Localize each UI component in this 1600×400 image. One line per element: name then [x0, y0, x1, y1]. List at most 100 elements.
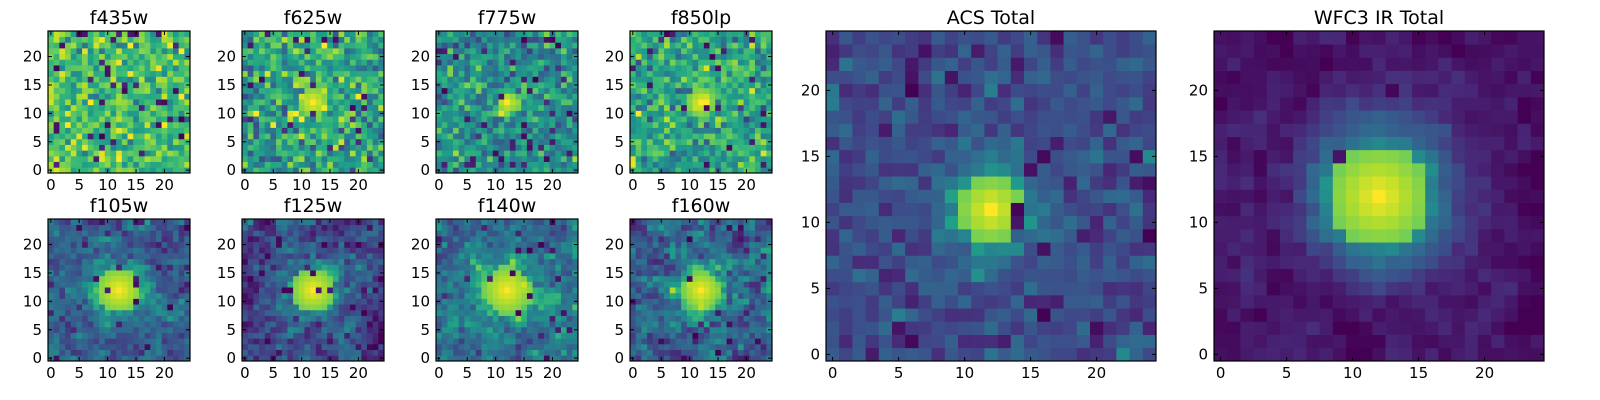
heatmap-cell — [521, 42, 528, 49]
heatmap-cell — [720, 287, 727, 294]
heatmap-cell — [332, 36, 339, 43]
heatmap-cell — [172, 292, 179, 299]
heatmap-cell — [87, 48, 94, 55]
heatmap-cell — [287, 70, 294, 77]
heatmap-cell — [310, 247, 317, 254]
heatmap-cell — [475, 219, 482, 226]
heatmap-cell — [184, 76, 191, 83]
heatmap-cell — [178, 241, 185, 248]
heatmap-cell — [498, 93, 505, 100]
heatmap-cell — [281, 338, 288, 345]
heatmap-cell — [287, 247, 294, 254]
heatmap-cell — [470, 247, 477, 254]
heatmap-cell — [361, 150, 368, 157]
heatmap-cell — [441, 48, 448, 55]
heatmap-cell — [259, 161, 266, 168]
heatmap-cell — [566, 219, 573, 226]
heatmap-cell — [692, 144, 699, 151]
heatmap-cell — [315, 161, 322, 168]
heatmap-cell — [127, 150, 134, 157]
heatmap-cell — [532, 332, 539, 339]
heatmap-cell — [349, 304, 356, 311]
heatmap-cell — [242, 292, 249, 299]
heatmap-cell — [87, 127, 94, 134]
heatmap-cell — [161, 236, 168, 243]
heatmap-cell — [150, 241, 157, 248]
heatmap-cell — [521, 144, 528, 151]
heatmap-cell — [470, 138, 477, 145]
heatmap-cell — [675, 87, 682, 94]
heatmap-cell — [441, 264, 448, 271]
heatmap-cell — [127, 219, 134, 226]
heatmap-cell — [270, 298, 277, 305]
heatmap-cell — [698, 270, 705, 277]
heatmap-cell — [664, 349, 671, 356]
heatmap-cell — [378, 104, 385, 111]
heatmap-cell — [276, 104, 283, 111]
heatmap-cell — [349, 264, 356, 271]
heatmap-cell — [298, 241, 305, 248]
heatmap-cell — [538, 287, 545, 294]
heatmap-cell — [298, 93, 305, 100]
heatmap-cell — [298, 321, 305, 328]
heatmap-cell — [641, 304, 648, 311]
heatmap-cell — [458, 253, 465, 260]
heatmap-cell — [327, 42, 334, 49]
heatmap-cell — [48, 133, 55, 140]
heatmap-cell — [441, 343, 448, 350]
heatmap-cell — [264, 150, 271, 157]
heatmap-cell — [652, 127, 659, 134]
heatmap-cell — [349, 338, 356, 345]
heatmap-cell — [161, 275, 168, 282]
heatmap-cell — [515, 236, 522, 243]
heatmap-cell — [464, 236, 471, 243]
heatmap-cell — [470, 70, 477, 77]
heatmap-cell — [150, 298, 157, 305]
heatmap-cell — [53, 270, 60, 277]
heatmap-cell — [110, 82, 117, 89]
heatmap-cell — [259, 42, 266, 49]
heatmap-cell — [560, 332, 567, 339]
heatmap-cell — [116, 76, 123, 83]
heatmap-cell — [378, 155, 385, 162]
heatmap-cell — [127, 70, 134, 77]
heatmap-cell — [475, 133, 482, 140]
heatmap-cell — [766, 155, 773, 162]
heatmap-cell — [441, 338, 448, 345]
heatmap-cell — [65, 150, 72, 157]
heatmap-cell — [464, 127, 471, 134]
heatmap-cell — [253, 349, 260, 356]
heatmap-cell — [70, 270, 77, 277]
heatmap-cell — [76, 48, 83, 55]
heatmap-cell — [754, 144, 761, 151]
heatmap-cell — [167, 116, 174, 123]
heatmap-cell — [65, 236, 72, 243]
heatmap-cell — [487, 224, 494, 231]
heatmap-cell — [630, 59, 637, 66]
heatmap-cell — [76, 76, 83, 83]
heatmap-cell — [526, 116, 533, 123]
heatmap-cell — [766, 99, 773, 106]
heatmap-cell — [447, 315, 454, 322]
heatmap-cell — [441, 230, 448, 237]
heatmap-cell — [276, 87, 283, 94]
heatmap-cell — [664, 338, 671, 345]
heatmap-cell — [93, 241, 100, 248]
heatmap-cell — [293, 127, 300, 134]
heatmap-cell — [658, 343, 665, 350]
heatmap-cell — [664, 99, 671, 106]
heatmap-cell — [361, 87, 368, 94]
heatmap-cell — [458, 138, 465, 145]
heatmap-cell — [675, 304, 682, 311]
heatmap-cell — [344, 309, 351, 316]
heatmap-cell — [641, 150, 648, 157]
heatmap-cell — [133, 36, 140, 43]
heatmap-cell — [53, 230, 60, 237]
y-tick-label: 0 — [32, 349, 42, 367]
heatmap-cell — [150, 133, 157, 140]
heatmap-cell — [332, 236, 339, 243]
heatmap-cell — [59, 53, 66, 60]
heatmap-cell — [560, 31, 567, 38]
heatmap-cell — [378, 315, 385, 322]
heatmap-cell — [70, 76, 77, 83]
